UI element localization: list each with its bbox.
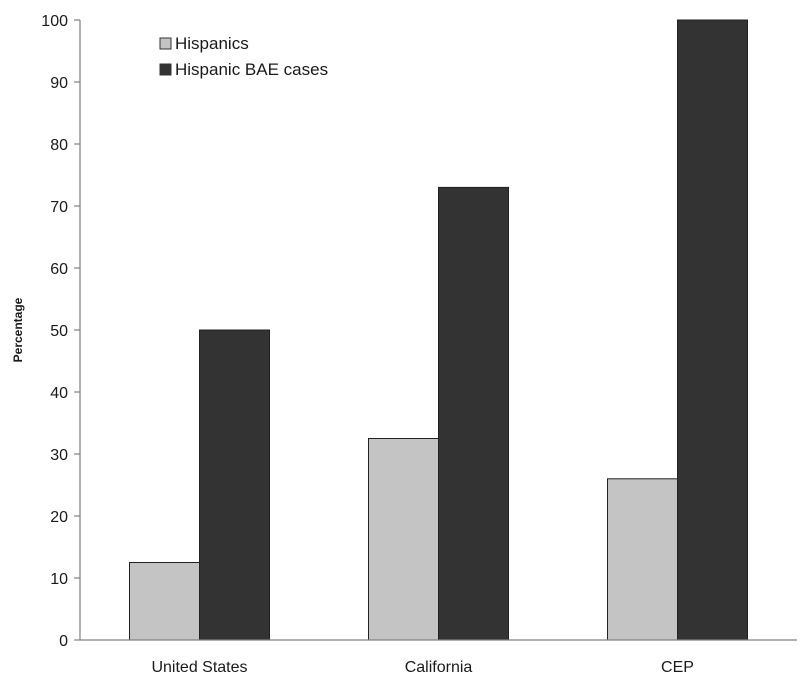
y-tick-label-30: 30 [50, 447, 68, 464]
y-axis-ticks: 0 10 20 30 40 50 60 70 80 90 100 [41, 13, 80, 650]
legend-label-bae-cases: Hispanic BAE cases [175, 60, 328, 79]
bars [129, 19, 748, 641]
bar-hispanics-united-states [129, 562, 200, 641]
y-tick-label-80: 80 [50, 137, 68, 154]
y-tick-label-20: 20 [50, 509, 68, 526]
bar-hispanics-cep [607, 478, 678, 641]
y-tick-label-90: 90 [50, 75, 68, 92]
y-tick-label-50: 50 [50, 323, 68, 340]
y-tick-label-70: 70 [50, 199, 68, 216]
legend: Hispanics Hispanic BAE cases [159, 34, 328, 79]
y-tick-label-100: 100 [41, 13, 68, 30]
y-tick-label-60: 60 [50, 261, 68, 278]
legend-label-hispanics: Hispanics [175, 34, 249, 53]
bar-hispanics-california [368, 438, 439, 641]
x-axis-categories: United States California CEP [151, 659, 693, 674]
legend-swatch-hispanics [159, 37, 172, 50]
y-tick-label-0: 0 [59, 633, 68, 650]
bar-hispanic-bae-cases-cep [677, 19, 748, 641]
y-tick-label-40: 40 [50, 385, 68, 402]
x-category-label: CEP [661, 659, 694, 674]
y-axis-label: Percentage [11, 297, 25, 362]
legend-swatch-bae-cases [159, 63, 172, 76]
x-category-label: California [405, 659, 473, 674]
bar-hispanic-bae-cases-california [438, 186, 509, 641]
bar-hispanic-bae-cases-united-states [199, 329, 270, 641]
x-category-label: United States [151, 659, 247, 674]
y-tick-label-10: 10 [50, 571, 68, 588]
